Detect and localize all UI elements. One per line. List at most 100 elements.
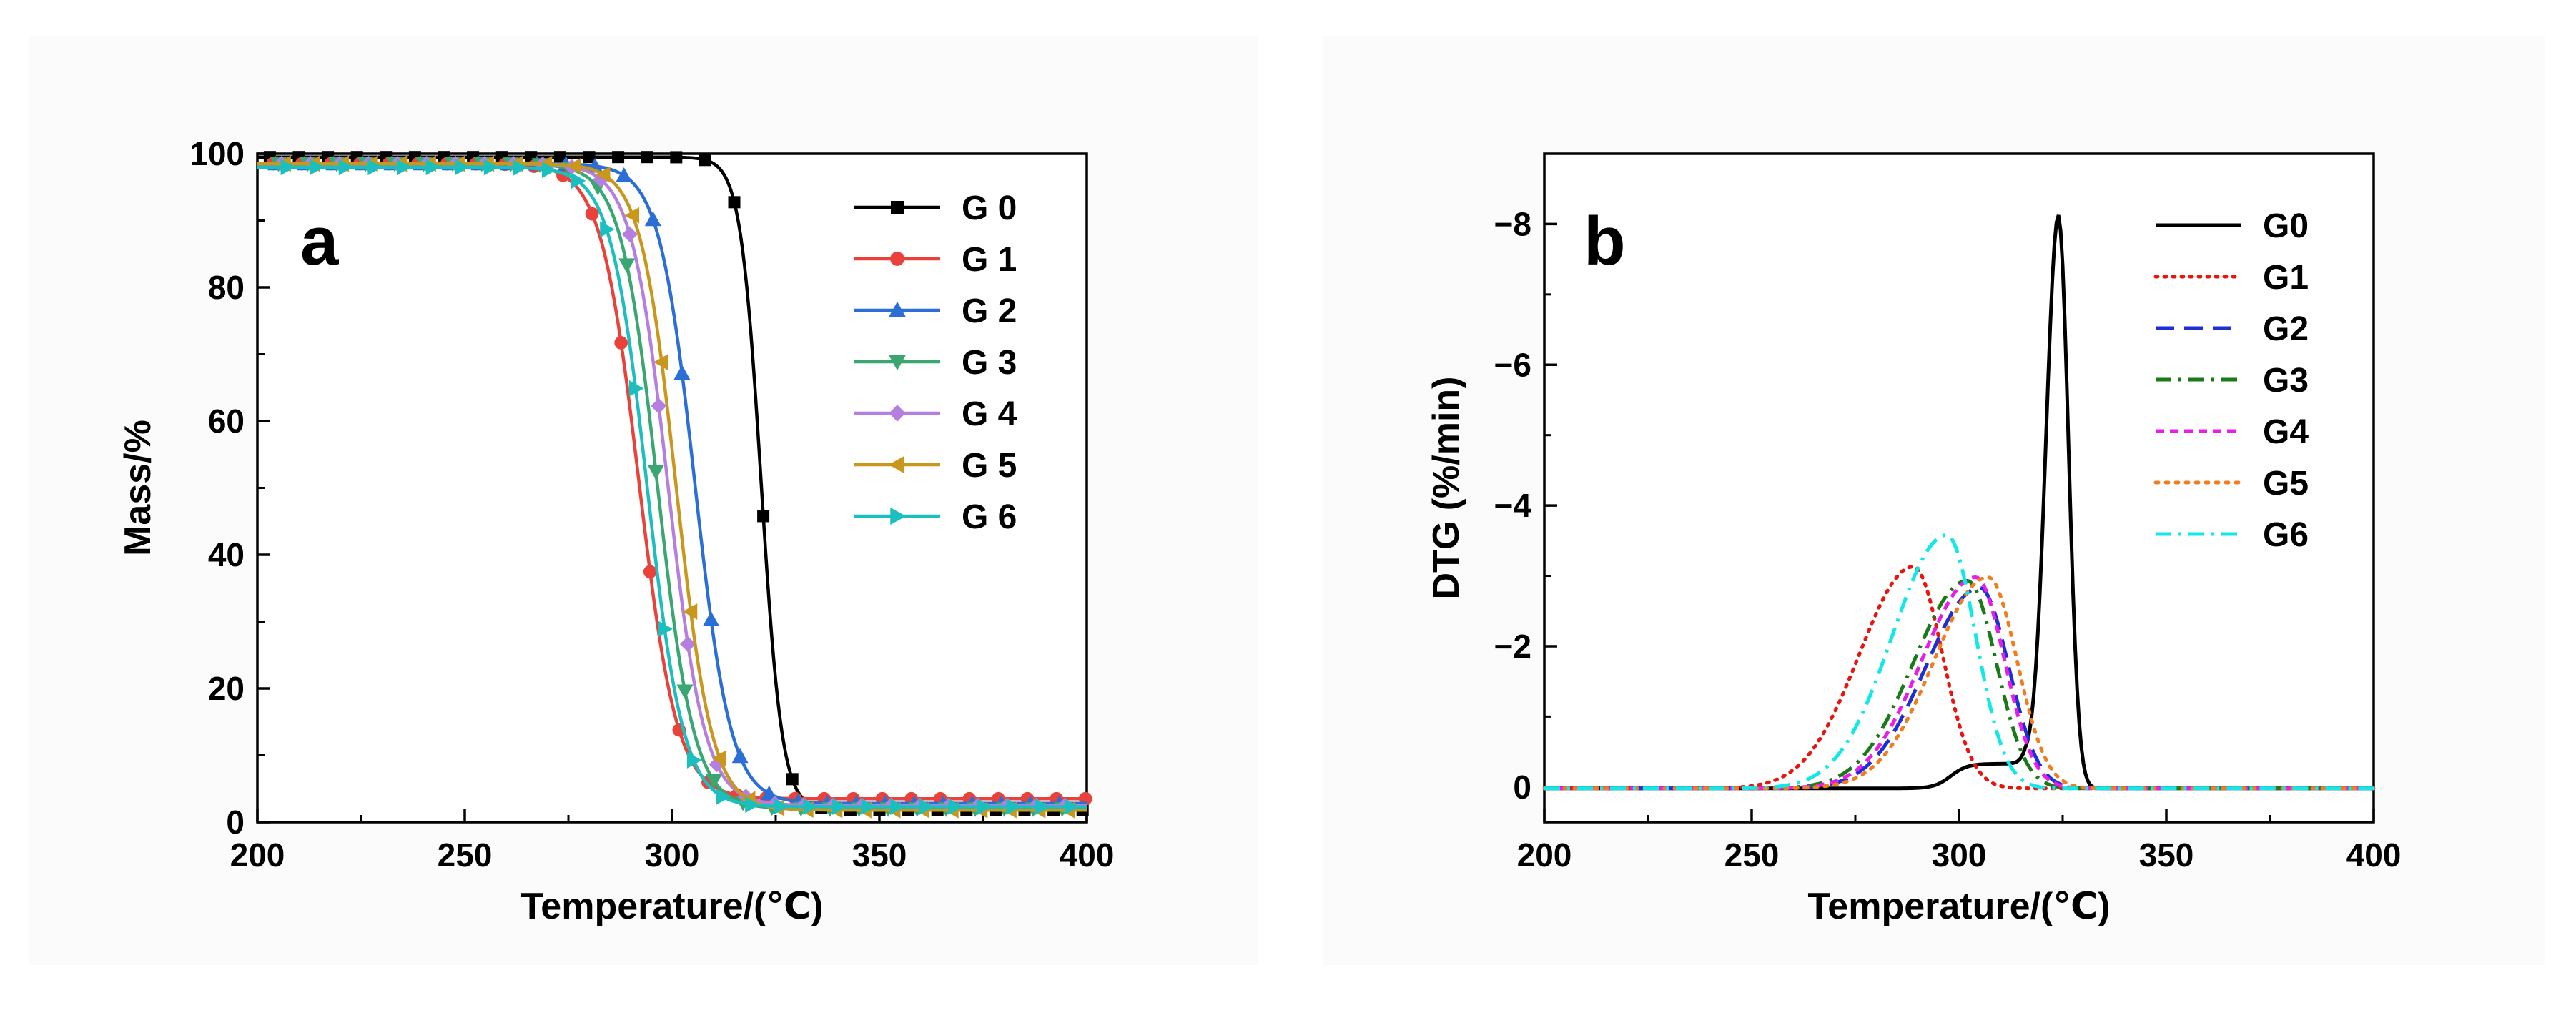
data-point bbox=[703, 611, 719, 626]
legend-entry: G5 bbox=[2153, 465, 2309, 503]
y-tick-label: −6 bbox=[1494, 346, 1531, 383]
legend-entry: G1 bbox=[2153, 259, 2309, 297]
data-point bbox=[706, 774, 723, 789]
y-tick-label: 40 bbox=[208, 536, 245, 573]
x-tick-label: 350 bbox=[2139, 836, 2194, 874]
legend-label: G6 bbox=[2263, 516, 2309, 554]
series-g6 bbox=[1544, 533, 2374, 791]
legend-entry: G 2 bbox=[854, 292, 1017, 330]
data-point bbox=[593, 172, 609, 188]
data-point bbox=[647, 465, 664, 480]
data-point bbox=[699, 154, 711, 167]
data-point bbox=[628, 380, 644, 397]
y-axis-title: Mass/% bbox=[117, 420, 159, 556]
legend-entry: G 5 bbox=[854, 447, 1017, 485]
legend-label: G4 bbox=[2263, 413, 2309, 451]
legend-entry: G 6 bbox=[854, 498, 1017, 536]
data-point bbox=[641, 151, 653, 164]
panel-label: b bbox=[1584, 203, 1626, 280]
legend-label: G 3 bbox=[962, 344, 1017, 382]
legend-marker bbox=[891, 201, 904, 214]
y-tick-label: 80 bbox=[208, 269, 245, 306]
data-point bbox=[595, 166, 611, 183]
legend-marker bbox=[888, 301, 907, 317]
y-tick-label: 0 bbox=[226, 804, 245, 841]
x-tick-label: 200 bbox=[1517, 836, 1572, 874]
legend-entry: G 1 bbox=[854, 241, 1017, 279]
data-point bbox=[566, 157, 581, 174]
data-point bbox=[644, 211, 661, 227]
plot-frame bbox=[256, 152, 1088, 824]
data-point bbox=[682, 603, 698, 621]
plot-frame bbox=[1543, 152, 2375, 824]
x-tick-label: 300 bbox=[645, 836, 700, 874]
legend-entry: G2 bbox=[2156, 310, 2309, 348]
legend-marker bbox=[890, 507, 907, 525]
series-line bbox=[1544, 585, 2374, 791]
legend-label: G 1 bbox=[962, 241, 1017, 279]
legend-label: G2 bbox=[2263, 310, 2309, 348]
y-tick-label: −8 bbox=[1494, 205, 1531, 242]
legend-marker bbox=[888, 455, 904, 474]
data-point bbox=[919, 799, 934, 815]
data-point bbox=[600, 221, 615, 238]
series-g6 bbox=[257, 159, 1087, 815]
data-point bbox=[553, 151, 566, 164]
legend-label: G 0 bbox=[962, 189, 1017, 227]
data-point bbox=[651, 397, 667, 414]
x-tick-label: 300 bbox=[1932, 836, 1987, 874]
data-point bbox=[731, 748, 749, 764]
y-tick-label: −2 bbox=[1494, 628, 1531, 665]
data-point bbox=[621, 226, 638, 242]
data-point bbox=[396, 159, 412, 176]
y-tick-label: 100 bbox=[189, 135, 245, 172]
legend-label: G0 bbox=[2263, 207, 2309, 245]
panel-b: 200 250 300 350 400 0 −2 −4 −6 −8 Temperature/(℃) D… bbox=[1323, 36, 2545, 965]
panel-a: 200 250 300 350 400 0 20 40 60 80 100 Temperature/(… bbox=[29, 36, 1258, 965]
data-point bbox=[728, 196, 741, 209]
data-point bbox=[890, 799, 905, 815]
legend-label: G 4 bbox=[962, 395, 1017, 433]
data-point bbox=[310, 159, 325, 176]
x-tick-label: 200 bbox=[230, 836, 285, 874]
legend-entry: G 4 bbox=[854, 395, 1017, 433]
data-point bbox=[745, 796, 760, 814]
data-point bbox=[616, 167, 633, 182]
data-point bbox=[483, 159, 499, 176]
data-point bbox=[716, 788, 731, 805]
data-point bbox=[686, 751, 702, 769]
data-point bbox=[948, 799, 964, 815]
data-point bbox=[614, 336, 628, 350]
data-point bbox=[803, 798, 819, 815]
data-point bbox=[643, 565, 657, 579]
data-point bbox=[280, 159, 296, 176]
data-point bbox=[1006, 799, 1022, 815]
data-point bbox=[711, 750, 726, 767]
data-point bbox=[571, 172, 586, 189]
data-point bbox=[612, 151, 625, 164]
data-point bbox=[513, 159, 528, 176]
legend-entry: G 3 bbox=[854, 344, 1017, 382]
data-point bbox=[861, 799, 877, 815]
data-point bbox=[658, 621, 673, 638]
x-axis-title: Temperature/(℃) bbox=[520, 886, 823, 927]
x-tick-label: 250 bbox=[438, 836, 493, 874]
legend-entry: G6 bbox=[2156, 516, 2309, 554]
y-tick-label: 20 bbox=[208, 670, 245, 707]
series-g2 bbox=[1544, 585, 2374, 791]
legend-label: G 5 bbox=[962, 447, 1017, 485]
y-tick-label: 0 bbox=[1513, 769, 1531, 806]
data-point bbox=[425, 159, 441, 176]
data-point bbox=[618, 258, 636, 274]
legend-marker bbox=[888, 355, 907, 371]
y-axis-title: DTG (%/min) bbox=[1426, 377, 1467, 600]
x-tick-label: 400 bbox=[2346, 836, 2402, 874]
data-point bbox=[583, 151, 596, 164]
data-point bbox=[338, 159, 354, 176]
data-point bbox=[757, 510, 770, 523]
y-tick-label: 60 bbox=[208, 402, 245, 440]
data-point bbox=[786, 773, 799, 786]
legend-marker bbox=[889, 405, 906, 422]
legend-label: G5 bbox=[2263, 465, 2309, 503]
